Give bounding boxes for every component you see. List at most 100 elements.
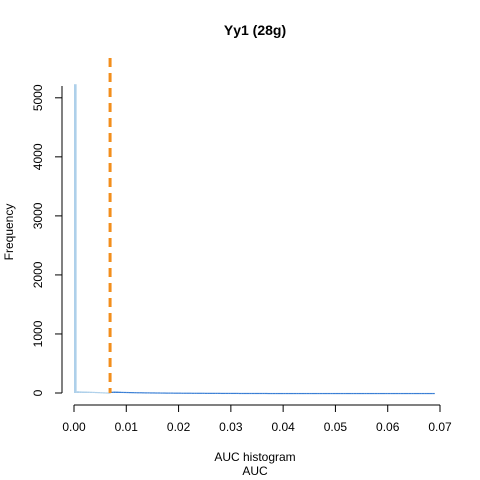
histogram-bar (432, 392, 435, 395)
histogram-bar (215, 392, 218, 394)
histogram-bar (311, 392, 315, 395)
chart-title: Yy1 (28g) (224, 22, 286, 38)
histogram-bar (121, 391, 124, 394)
histogram-bar (204, 392, 208, 394)
y-tick-label: 3000 (31, 202, 45, 229)
y-tick-label: 1000 (31, 320, 45, 347)
histogram-bar (144, 392, 148, 394)
histogram-bar (223, 392, 226, 395)
histogram-bar (87, 391, 90, 393)
histogram-bar (191, 392, 195, 394)
histogram-bar (270, 392, 273, 395)
histogram-bar (262, 392, 265, 395)
histogram-bar (338, 392, 341, 395)
x-tick-label: 0.06 (376, 420, 400, 434)
histogram-bar (110, 391, 114, 393)
histogram-bar (236, 392, 239, 395)
histogram-bar (118, 391, 122, 393)
histogram-bar (199, 392, 203, 394)
histogram-bar (134, 392, 137, 394)
histogram-bar (136, 392, 140, 394)
histogram-bar (102, 392, 106, 394)
histogram-bar (81, 391, 85, 393)
histogram-bar (243, 392, 247, 395)
x-axis-sublabel: AUC (242, 464, 268, 478)
histogram-bar (330, 392, 333, 395)
histogram-bar (296, 392, 299, 395)
histogram-bar (113, 391, 116, 393)
histogram-bar (186, 392, 190, 394)
histogram-bar (411, 392, 414, 395)
histogram-bar (246, 392, 250, 395)
histogram-bar (322, 392, 325, 395)
histogram-bar (194, 392, 197, 394)
histogram-bar (196, 392, 200, 394)
histogram-bar (162, 392, 166, 394)
histogram-bar (155, 392, 158, 394)
histogram-bar (366, 392, 370, 395)
histogram-bar (241, 392, 244, 395)
histogram-bar (157, 392, 161, 394)
histogram-bar (97, 392, 101, 394)
histogram-bar (327, 392, 331, 395)
histogram-bar (317, 392, 320, 395)
histogram-bar (332, 392, 336, 395)
histogram-bar (209, 392, 213, 394)
histogram-bar (382, 392, 386, 395)
histogram-bar (408, 392, 412, 395)
histogram-bar (233, 392, 237, 395)
x-axis-label: AUC histogram (214, 450, 295, 464)
histogram-bar (123, 391, 127, 394)
histogram-bar (304, 392, 307, 395)
histogram-bar (416, 392, 420, 395)
histogram-bar (259, 392, 263, 395)
histogram-bar (406, 392, 409, 395)
histogram-bar (400, 392, 404, 395)
x-tick-label: 0.07 (428, 420, 452, 434)
histogram-bar (285, 392, 289, 395)
histogram-bar (395, 392, 399, 395)
histogram-bar (189, 392, 192, 394)
histogram-bar (217, 392, 221, 394)
histogram-bar (348, 392, 352, 395)
histogram-bar (277, 392, 281, 395)
histogram-bar (128, 391, 132, 394)
histogram-bar (202, 392, 205, 394)
histogram-bar (131, 392, 135, 394)
histogram-bar (249, 392, 252, 395)
histogram-bar (413, 392, 417, 395)
histogram-bar (152, 392, 156, 394)
histogram-bar (419, 392, 422, 395)
histogram-bar (238, 392, 242, 395)
histogram-bar (207, 392, 210, 394)
histogram-bar (225, 392, 229, 395)
x-tick-label: 0.02 (167, 420, 191, 434)
histogram-bar (175, 392, 179, 394)
histogram-bar (254, 392, 257, 395)
histogram-bar (387, 392, 391, 395)
histogram-bar (290, 392, 294, 395)
histogram-bar (398, 392, 401, 395)
histogram-bar (170, 392, 174, 394)
x-tick-label: 0.00 (62, 420, 86, 434)
histogram-bar (372, 392, 375, 395)
histogram-bar (147, 392, 150, 394)
histogram-bar (230, 392, 234, 395)
histogram-bar (429, 392, 433, 395)
histogram-bar (319, 392, 323, 395)
histogram-bar (324, 392, 328, 395)
histogram-bar (89, 391, 93, 393)
histogram-bar (288, 392, 291, 395)
x-tick-label: 0.01 (115, 420, 139, 434)
histogram-bar (426, 392, 430, 395)
histogram-bar (309, 392, 312, 395)
histogram-bar (298, 392, 302, 395)
histogram-bar (369, 392, 373, 395)
histogram-bar (212, 392, 216, 394)
histogram-bar (149, 392, 153, 394)
histogram-bar (100, 392, 103, 394)
histogram-bar (178, 392, 182, 394)
histogram-bar (306, 392, 310, 395)
histogram-bar (280, 392, 284, 395)
histogram-bar (343, 392, 346, 395)
